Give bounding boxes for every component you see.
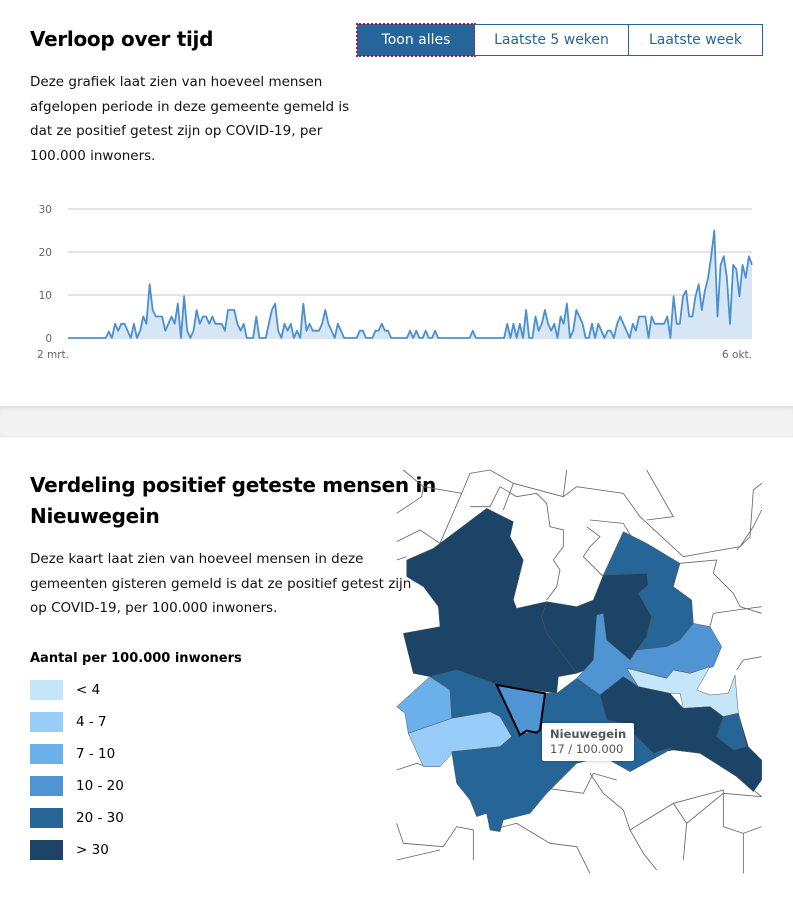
region-dark-north-west (403, 508, 578, 694)
description-line: op COVID-19, per 100.000 inwoners. (30, 600, 278, 616)
legend-label: 7 - 10 (76, 746, 116, 762)
x-tick-label: 2 mrt. (37, 349, 69, 361)
legend-item: 20 - 30 (30, 808, 124, 828)
legend-item: > 30 (30, 840, 109, 860)
legend-item: 10 - 20 (30, 776, 124, 796)
y-tick-label: 20 (39, 247, 52, 259)
legend-swatch (30, 808, 63, 828)
title-line: Nieuwegein (30, 504, 160, 528)
legend-item: < 4 (30, 680, 100, 700)
area-fill (68, 230, 752, 338)
legend-title: Aantal per 100.000 inwoners (30, 651, 242, 666)
time-range-toggle: Toon alles Laatste 5 weken Laatste week (356, 23, 763, 57)
legend-swatch (30, 840, 63, 860)
legend-label: < 4 (76, 682, 101, 698)
show-all-button[interactable]: Toon alles (356, 23, 476, 57)
municipalities (396, 508, 762, 832)
title-line: Verdeling positief geteste mensen in (30, 473, 436, 497)
last-week-button[interactable]: Laatste week (629, 24, 763, 56)
section-title-map: Verdeling positief geteste mensen in Nie… (30, 470, 436, 532)
description-line: dat ze positief getest zijn op COVID-19,… (30, 123, 323, 139)
tooltip-name: Nieuwegein (550, 727, 627, 741)
legend-swatch (30, 776, 63, 796)
legend-label: 10 - 20 (76, 778, 124, 794)
legend-item: 7 - 10 (30, 744, 115, 764)
description-line: gemeenten gisteren gemeld is dat ze posi… (30, 575, 412, 592)
x-tick-label: 6 okt. (722, 349, 752, 361)
region-medium-south-east (716, 713, 747, 751)
legend-swatch (30, 680, 63, 700)
timeline-chart[interactable]: 0 10 20 30 2 mrt. 6 okt. (0, 195, 793, 365)
region-light-east (626, 666, 739, 717)
legend-swatch (30, 744, 63, 764)
tooltip-value: 17 / 100.000 (550, 742, 624, 756)
choropleth-map[interactable] (390, 460, 790, 880)
section-divider (0, 406, 793, 437)
map-tooltip: Nieuwegein 17 / 100.000 (542, 723, 635, 761)
neighbor-borders (396, 469, 763, 874)
y-tick-label: 10 (39, 290, 52, 302)
legend-label: > 30 (76, 842, 109, 858)
legend-label: 20 - 30 (76, 810, 124, 826)
y-tick-label: 30 (39, 204, 52, 216)
y-tick-label: 0 (45, 333, 52, 345)
map-description: Deze kaart laat zien van hoeveel mensen … (30, 547, 411, 621)
legend-item: 4 - 7 (30, 712, 107, 732)
legend-label: 4 - 7 (76, 714, 107, 730)
section-title-timeline: Verloop over tijd (30, 27, 214, 51)
last-5-weeks-button[interactable]: Laatste 5 weken (475, 24, 629, 56)
timeline-description: Deze grafiek laat zien van hoeveel mense… (30, 70, 349, 168)
region-nieuwegein-highlighted (494, 683, 547, 737)
series-line (68, 229, 753, 339)
description-line: afgelopen periode in deze gemeente gemel… (30, 98, 350, 115)
description-line: 100.000 inwoners. (30, 147, 156, 164)
legend-swatch (30, 712, 63, 732)
description-line: Deze grafiek laat zien van hoeveel mense… (30, 74, 323, 90)
description-line: Deze kaart laat zien van hoeveel mensen … (30, 551, 364, 567)
